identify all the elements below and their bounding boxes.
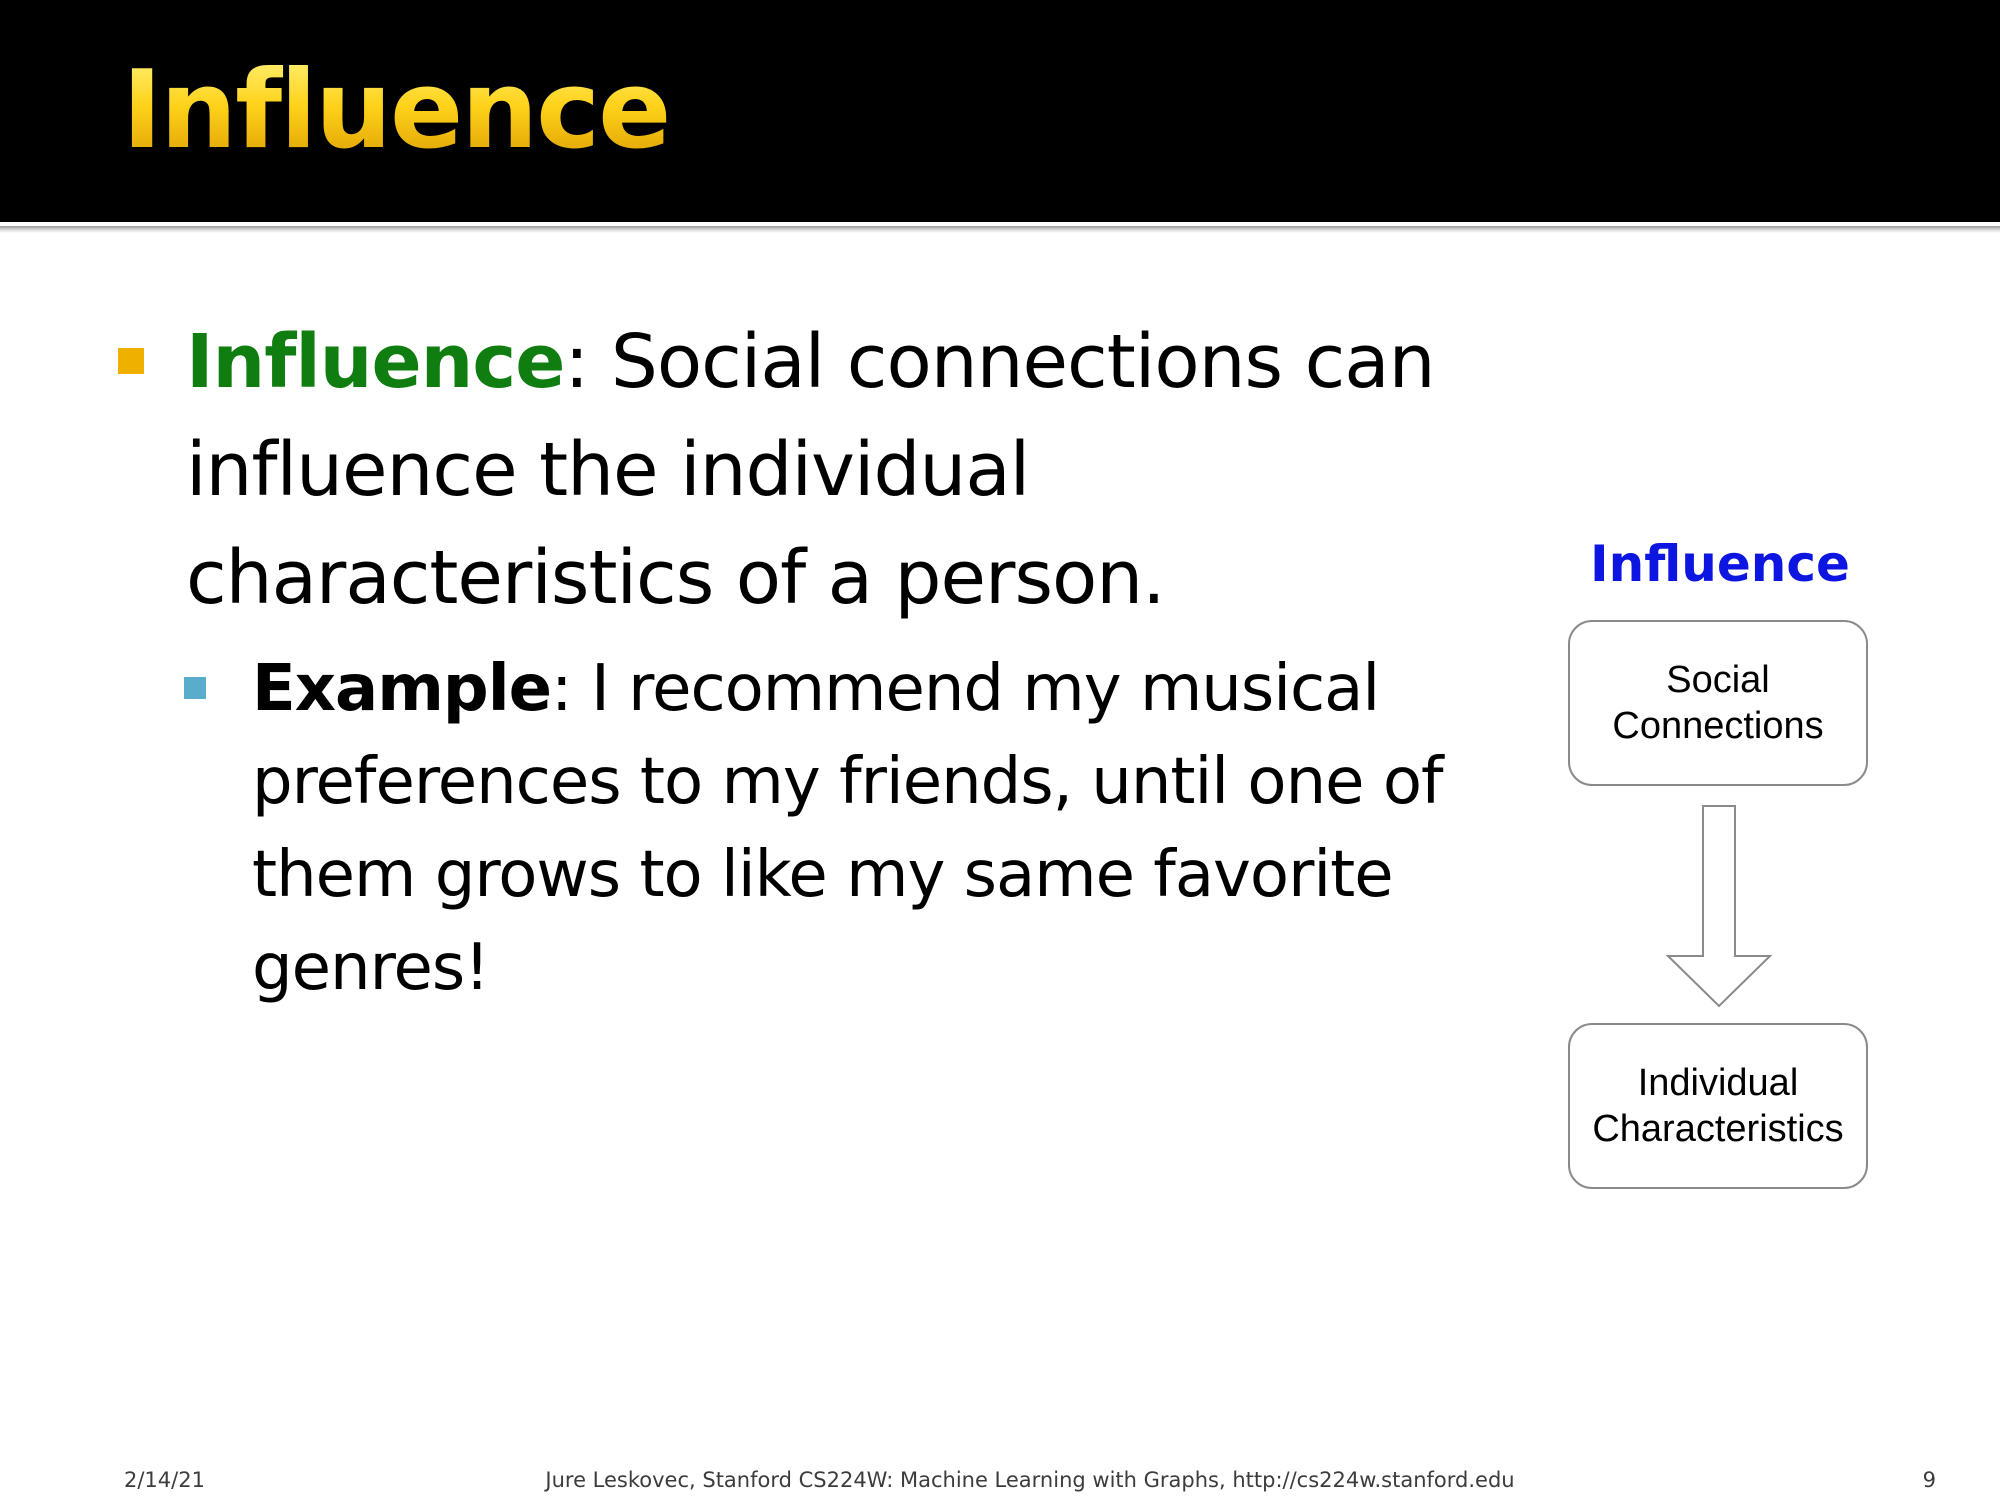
title-bar: Influence: [0, 0, 2000, 222]
bullet-influence: Influence: Social connections can influe…: [186, 308, 1486, 632]
page-number: 9: [1922, 1468, 1936, 1492]
node-individual-characteristics: Individual Characteristics: [1568, 1023, 1868, 1189]
bullet-text-example: : I recommend my musical preferences to …: [252, 652, 1444, 1005]
node-individual-characteristics-label: Individual Characteristics: [1592, 1062, 1844, 1150]
title-divider: [0, 226, 2000, 233]
node-social-connections: Social Connections: [1568, 620, 1868, 786]
footer-date: 2/14/21: [124, 1468, 205, 1492]
footer-credit: Jure Leskovec, Stanford CS224W: Machine …: [545, 1468, 1515, 1492]
bullet-keyword-influence: Influence: [186, 319, 565, 405]
diagram-title: Influence: [1590, 535, 1850, 593]
sub-bullet-square-icon: [184, 677, 206, 699]
bullet-text-influence: : Social connections can influence the i…: [186, 319, 1435, 621]
down-arrow-icon: [1665, 805, 1773, 1008]
node-social-connections-label: Social Connections: [1612, 659, 1824, 747]
slide-title: Influence: [122, 48, 671, 173]
bullet-example: Example: I recommend my musical preferen…: [252, 643, 1502, 1015]
bullet-square-icon: [118, 348, 144, 374]
bullet-keyword-example: Example: [252, 652, 552, 726]
